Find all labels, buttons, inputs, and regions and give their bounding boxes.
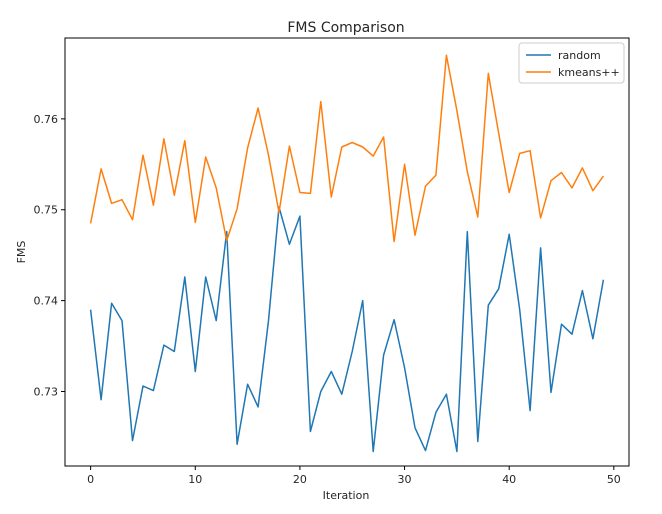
y-axis: 0.73 0.74 0.75 0.76: [34, 113, 65, 398]
y-tick-label: 0.74: [34, 295, 59, 308]
x-axis-label: Iteration: [323, 489, 370, 502]
series-lines: [89, 54, 605, 453]
legend-box: [518, 42, 625, 84]
x-tick-label: 40: [502, 473, 516, 486]
plot-frame: [64, 37, 630, 467]
chart-title: FMS Comparison: [287, 20, 404, 36]
y-axis-label: FMS: [15, 241, 28, 264]
x-tick-label: 30: [398, 473, 412, 486]
legend-label-kmeans: kmeans++: [558, 66, 620, 79]
x-tick-label: 50: [607, 473, 621, 486]
y-tick-label: 0.76: [34, 113, 59, 126]
y-tick-label: 0.73: [34, 385, 59, 398]
series-line-kmeans: [89, 54, 605, 243]
x-tick-label: 10: [188, 473, 202, 486]
legend-label-random: random: [558, 49, 601, 62]
y-tick-label: 0.75: [34, 204, 59, 217]
x-tick-label: 0: [87, 473, 94, 486]
x-tick-label: 20: [293, 473, 307, 486]
x-axis: 0 10 20 30 40 50: [87, 466, 621, 486]
legend: random kmeans++: [518, 42, 625, 84]
series-line-random: [89, 206, 605, 453]
